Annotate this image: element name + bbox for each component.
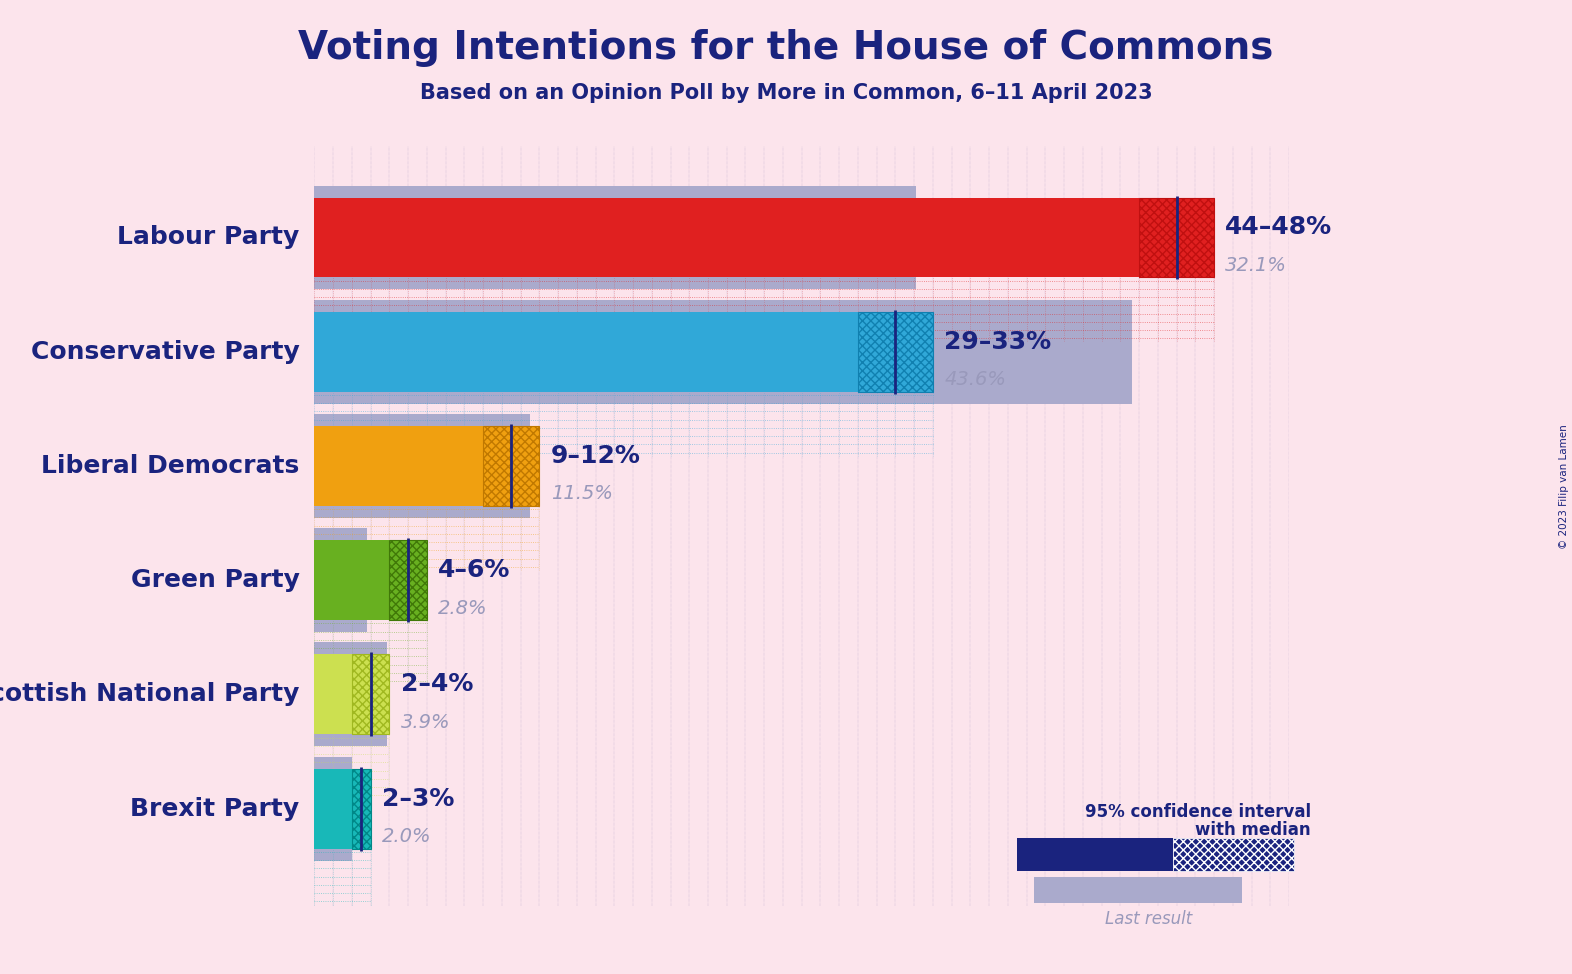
Bar <box>314 426 483 506</box>
Text: Last result: Last result <box>1105 911 1192 928</box>
Bar <box>858 312 932 392</box>
Bar <box>314 655 352 734</box>
Bar <box>314 757 352 861</box>
Text: 44–48%: 44–48% <box>1225 215 1333 240</box>
Text: with median: with median <box>1195 821 1311 839</box>
Text: 4–6%: 4–6% <box>439 558 511 582</box>
Text: 2–3%: 2–3% <box>382 787 454 810</box>
Bar <box>314 414 530 518</box>
Text: 29–33%: 29–33% <box>945 330 1052 354</box>
Text: 2–4%: 2–4% <box>401 672 473 696</box>
Text: 43.6%: 43.6% <box>945 370 1006 390</box>
Text: 95% confidence interval: 95% confidence interval <box>1085 803 1311 821</box>
Bar <box>483 426 539 506</box>
Bar <box>314 541 390 620</box>
Text: Based on an Opinion Poll by More in Common, 6–11 April 2023: Based on an Opinion Poll by More in Comm… <box>420 83 1152 103</box>
Bar <box>314 198 1140 278</box>
Bar <box>1034 877 1242 903</box>
Bar <box>1017 838 1173 872</box>
Text: Voting Intentions for the House of Commons: Voting Intentions for the House of Commo… <box>299 29 1273 67</box>
Text: 32.1%: 32.1% <box>1225 256 1287 275</box>
Text: Conservative Party: Conservative Party <box>31 340 299 363</box>
Bar <box>390 541 428 620</box>
Text: 11.5%: 11.5% <box>550 484 613 504</box>
Bar <box>314 643 388 746</box>
Text: 2.8%: 2.8% <box>439 599 487 618</box>
Text: Labour Party: Labour Party <box>118 226 299 249</box>
Bar <box>314 528 366 632</box>
Text: 3.9%: 3.9% <box>401 713 450 731</box>
Bar <box>314 185 916 289</box>
Bar <box>314 768 352 848</box>
Text: © 2023 Filip van Lamen: © 2023 Filip van Lamen <box>1559 425 1569 549</box>
Text: Green Party: Green Party <box>130 568 299 592</box>
Text: Liberal Democrats: Liberal Democrats <box>41 454 299 478</box>
Bar <box>314 300 1132 403</box>
Bar <box>352 768 371 848</box>
Bar <box>314 312 858 392</box>
Text: 2.0%: 2.0% <box>382 827 431 846</box>
Bar <box>1140 198 1214 278</box>
Bar <box>352 655 390 734</box>
Text: Brexit Party: Brexit Party <box>130 797 299 821</box>
Text: 9–12%: 9–12% <box>550 444 640 468</box>
Text: Scottish National Party: Scottish National Party <box>0 683 299 706</box>
Bar <box>1173 838 1294 872</box>
